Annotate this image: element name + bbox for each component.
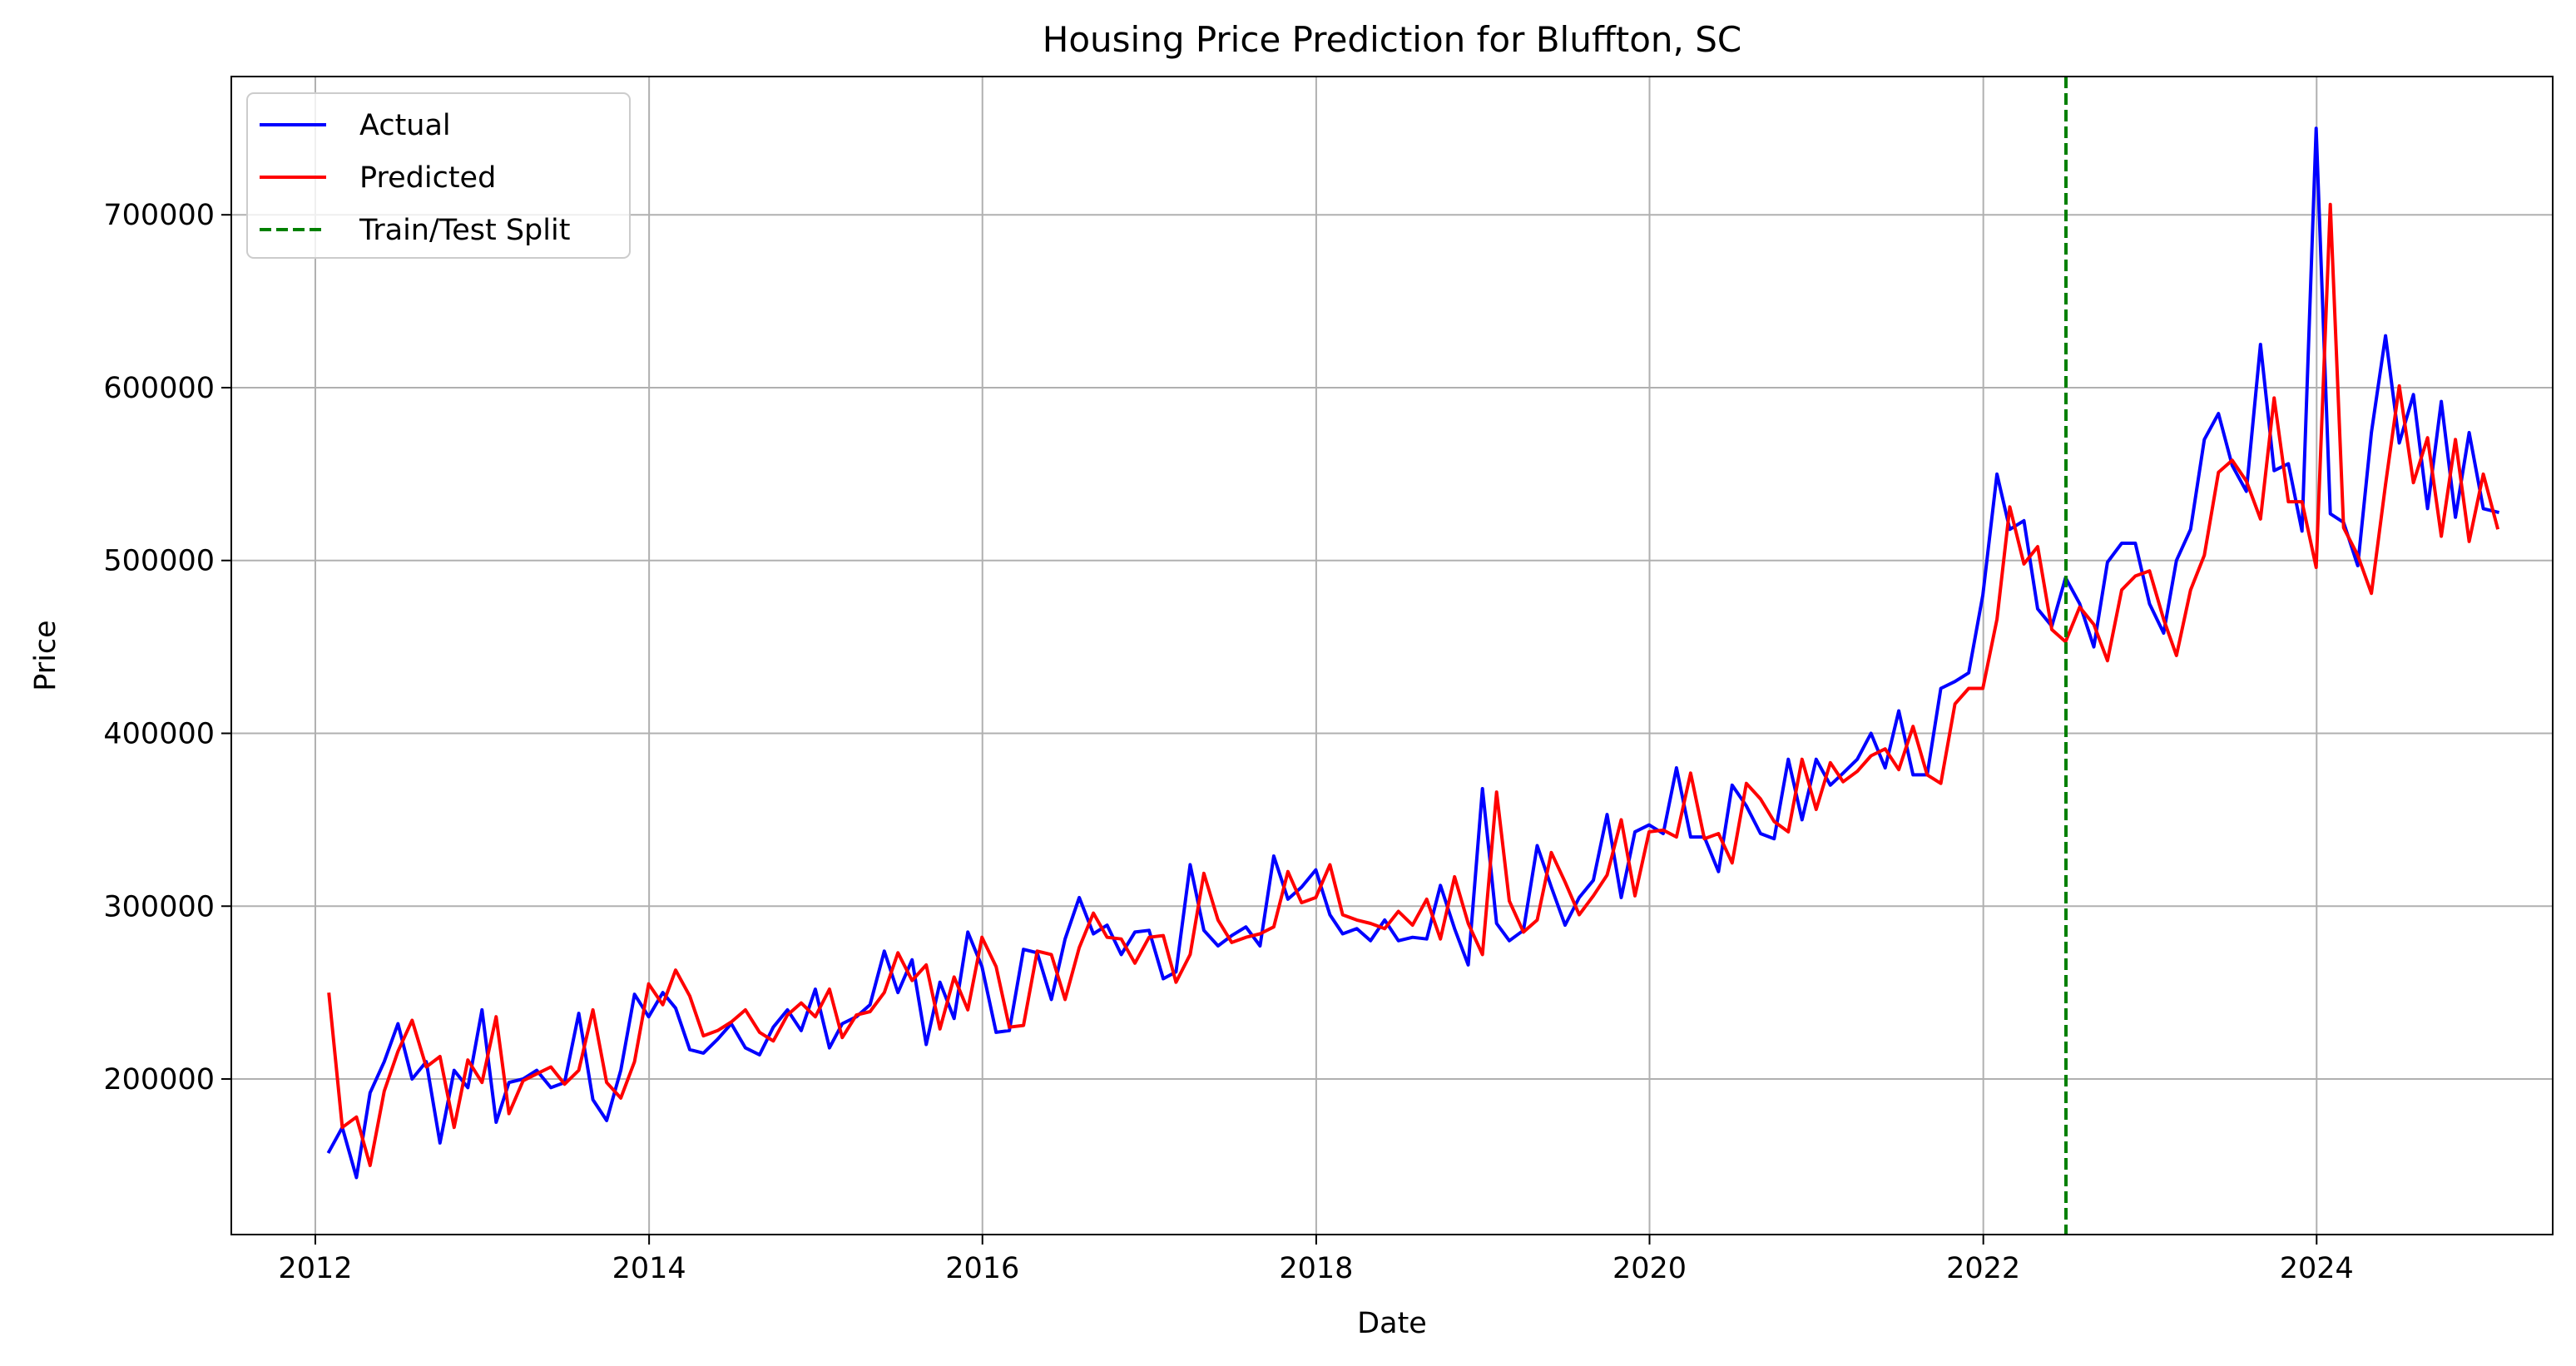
x-tick-label-2022: 2022 bbox=[1946, 1252, 2020, 1285]
legend-entry-actual: Actual bbox=[260, 109, 451, 142]
legend-entry-predicted: Predicted bbox=[260, 161, 496, 195]
x-tick-label-2012: 2012 bbox=[278, 1252, 352, 1285]
y-tick-label-400000: 400000 bbox=[103, 717, 215, 750]
legend: Actual Predicted Train/Test Split bbox=[246, 92, 631, 259]
y-tick-label-700000: 700000 bbox=[103, 199, 215, 232]
x-tick-label-2016: 2016 bbox=[945, 1252, 1019, 1285]
legend-label-split: Train/Test Split bbox=[359, 214, 570, 247]
x-tick-label-2018: 2018 bbox=[1279, 1252, 1353, 1285]
series-line-predicted bbox=[327, 202, 2500, 1167]
chart-title: Housing Price Prediction for Bluffton, S… bbox=[1043, 19, 1742, 60]
y-tick-label-200000: 200000 bbox=[103, 1063, 215, 1096]
plot-frame bbox=[230, 76, 2554, 1235]
series-line-actual bbox=[326, 126, 2500, 1180]
y-axis-label: Price bbox=[29, 620, 62, 690]
legend-label-predicted: Predicted bbox=[359, 161, 496, 195]
axis-ticks: 2012 2014 2016 2018 2020 2022 2024 200000 300000… bbox=[103, 199, 2353, 1285]
x-tick-label-2024: 2024 bbox=[2280, 1252, 2354, 1285]
y-tick-label-600000: 600000 bbox=[103, 372, 215, 405]
x-axis-label: Date bbox=[1357, 1307, 1427, 1340]
legend-box bbox=[246, 92, 631, 259]
legend-entry-split: Train/Test Split bbox=[260, 214, 570, 247]
y-tick-label-500000: 500000 bbox=[103, 545, 215, 578]
x-tick-label-2020: 2020 bbox=[1612, 1252, 1687, 1285]
series-lines bbox=[326, 126, 2500, 1180]
legend-label-actual: Actual bbox=[359, 109, 451, 142]
x-tick-label-2014: 2014 bbox=[612, 1252, 686, 1285]
y-tick-label-300000: 300000 bbox=[103, 890, 215, 923]
